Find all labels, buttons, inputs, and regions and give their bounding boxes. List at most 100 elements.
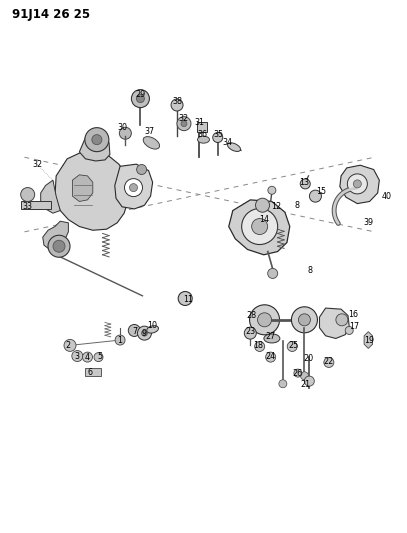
Circle shape bbox=[242, 208, 278, 245]
Polygon shape bbox=[41, 180, 60, 213]
Circle shape bbox=[255, 342, 265, 351]
Circle shape bbox=[171, 99, 183, 111]
Text: 34: 34 bbox=[222, 139, 232, 147]
Bar bbox=[21, 201, 51, 209]
Circle shape bbox=[177, 117, 191, 131]
Circle shape bbox=[137, 165, 147, 174]
Circle shape bbox=[136, 94, 144, 103]
Circle shape bbox=[92, 135, 102, 144]
Circle shape bbox=[249, 305, 280, 335]
Circle shape bbox=[128, 325, 140, 336]
Circle shape bbox=[309, 190, 322, 202]
Text: 31: 31 bbox=[195, 118, 204, 127]
Text: 38: 38 bbox=[172, 97, 182, 106]
Bar bbox=[197, 122, 208, 132]
Text: 29: 29 bbox=[135, 91, 146, 99]
Text: 12: 12 bbox=[271, 203, 281, 211]
Text: 37: 37 bbox=[145, 127, 155, 136]
Polygon shape bbox=[55, 150, 129, 230]
Circle shape bbox=[138, 326, 151, 340]
Circle shape bbox=[279, 379, 287, 388]
Text: 9: 9 bbox=[142, 329, 147, 337]
Circle shape bbox=[256, 198, 269, 212]
Circle shape bbox=[268, 269, 278, 278]
Circle shape bbox=[336, 314, 348, 326]
Circle shape bbox=[125, 179, 142, 197]
Text: 7: 7 bbox=[133, 327, 138, 336]
Text: 10: 10 bbox=[148, 321, 158, 329]
Text: 27: 27 bbox=[265, 333, 276, 341]
Text: 13: 13 bbox=[300, 178, 309, 187]
Polygon shape bbox=[364, 332, 372, 349]
Circle shape bbox=[119, 127, 131, 139]
Circle shape bbox=[244, 327, 256, 339]
Text: 8: 8 bbox=[295, 201, 300, 209]
Text: 17: 17 bbox=[349, 322, 359, 330]
Text: 32: 32 bbox=[179, 114, 189, 123]
Text: 30: 30 bbox=[117, 124, 127, 132]
Polygon shape bbox=[115, 164, 153, 209]
Text: 21: 21 bbox=[300, 381, 310, 389]
Text: 4: 4 bbox=[85, 353, 90, 361]
Text: 33: 33 bbox=[23, 203, 33, 211]
Circle shape bbox=[72, 351, 83, 361]
Circle shape bbox=[300, 179, 310, 189]
Circle shape bbox=[353, 180, 361, 188]
Circle shape bbox=[252, 219, 268, 235]
Ellipse shape bbox=[228, 143, 241, 151]
Text: 11: 11 bbox=[184, 295, 193, 304]
Polygon shape bbox=[79, 131, 110, 161]
Circle shape bbox=[324, 358, 334, 367]
Circle shape bbox=[213, 133, 223, 142]
Text: 14: 14 bbox=[260, 215, 269, 224]
Circle shape bbox=[181, 120, 187, 127]
Ellipse shape bbox=[264, 334, 280, 343]
Circle shape bbox=[21, 188, 35, 201]
Text: 28: 28 bbox=[247, 311, 256, 320]
Circle shape bbox=[83, 352, 92, 362]
Text: 6: 6 bbox=[88, 368, 93, 376]
Circle shape bbox=[287, 342, 297, 351]
Text: 39: 39 bbox=[363, 219, 373, 227]
Text: 40: 40 bbox=[382, 192, 392, 200]
Text: 16: 16 bbox=[348, 310, 358, 319]
Circle shape bbox=[178, 292, 192, 305]
Ellipse shape bbox=[147, 326, 158, 333]
Text: 36: 36 bbox=[198, 130, 208, 139]
Polygon shape bbox=[319, 308, 349, 338]
Text: 35: 35 bbox=[214, 130, 223, 139]
Text: 19: 19 bbox=[365, 336, 374, 344]
Text: 3: 3 bbox=[74, 352, 79, 360]
Circle shape bbox=[347, 174, 368, 194]
Polygon shape bbox=[229, 200, 290, 255]
Ellipse shape bbox=[197, 136, 210, 143]
Circle shape bbox=[129, 183, 138, 192]
Text: 2: 2 bbox=[66, 341, 71, 350]
Circle shape bbox=[142, 330, 147, 336]
Text: 1: 1 bbox=[118, 336, 123, 344]
Circle shape bbox=[94, 353, 103, 361]
Circle shape bbox=[266, 352, 276, 362]
Circle shape bbox=[258, 313, 271, 327]
Circle shape bbox=[115, 335, 125, 345]
Ellipse shape bbox=[143, 136, 160, 149]
Polygon shape bbox=[72, 175, 93, 201]
Text: 23: 23 bbox=[245, 327, 255, 336]
Circle shape bbox=[294, 369, 302, 377]
Circle shape bbox=[298, 314, 311, 326]
Bar bbox=[85, 368, 101, 376]
Text: 5: 5 bbox=[97, 352, 102, 360]
Text: 25: 25 bbox=[288, 341, 298, 350]
Text: 26: 26 bbox=[292, 369, 302, 377]
Circle shape bbox=[131, 90, 149, 108]
Text: 24: 24 bbox=[266, 352, 276, 360]
Text: 18: 18 bbox=[254, 341, 263, 350]
Polygon shape bbox=[340, 165, 379, 204]
Polygon shape bbox=[43, 221, 68, 249]
Text: 32: 32 bbox=[33, 160, 42, 168]
Circle shape bbox=[48, 235, 70, 257]
Circle shape bbox=[291, 307, 317, 333]
Circle shape bbox=[268, 186, 276, 195]
Circle shape bbox=[53, 240, 65, 252]
Text: 8: 8 bbox=[308, 266, 313, 275]
